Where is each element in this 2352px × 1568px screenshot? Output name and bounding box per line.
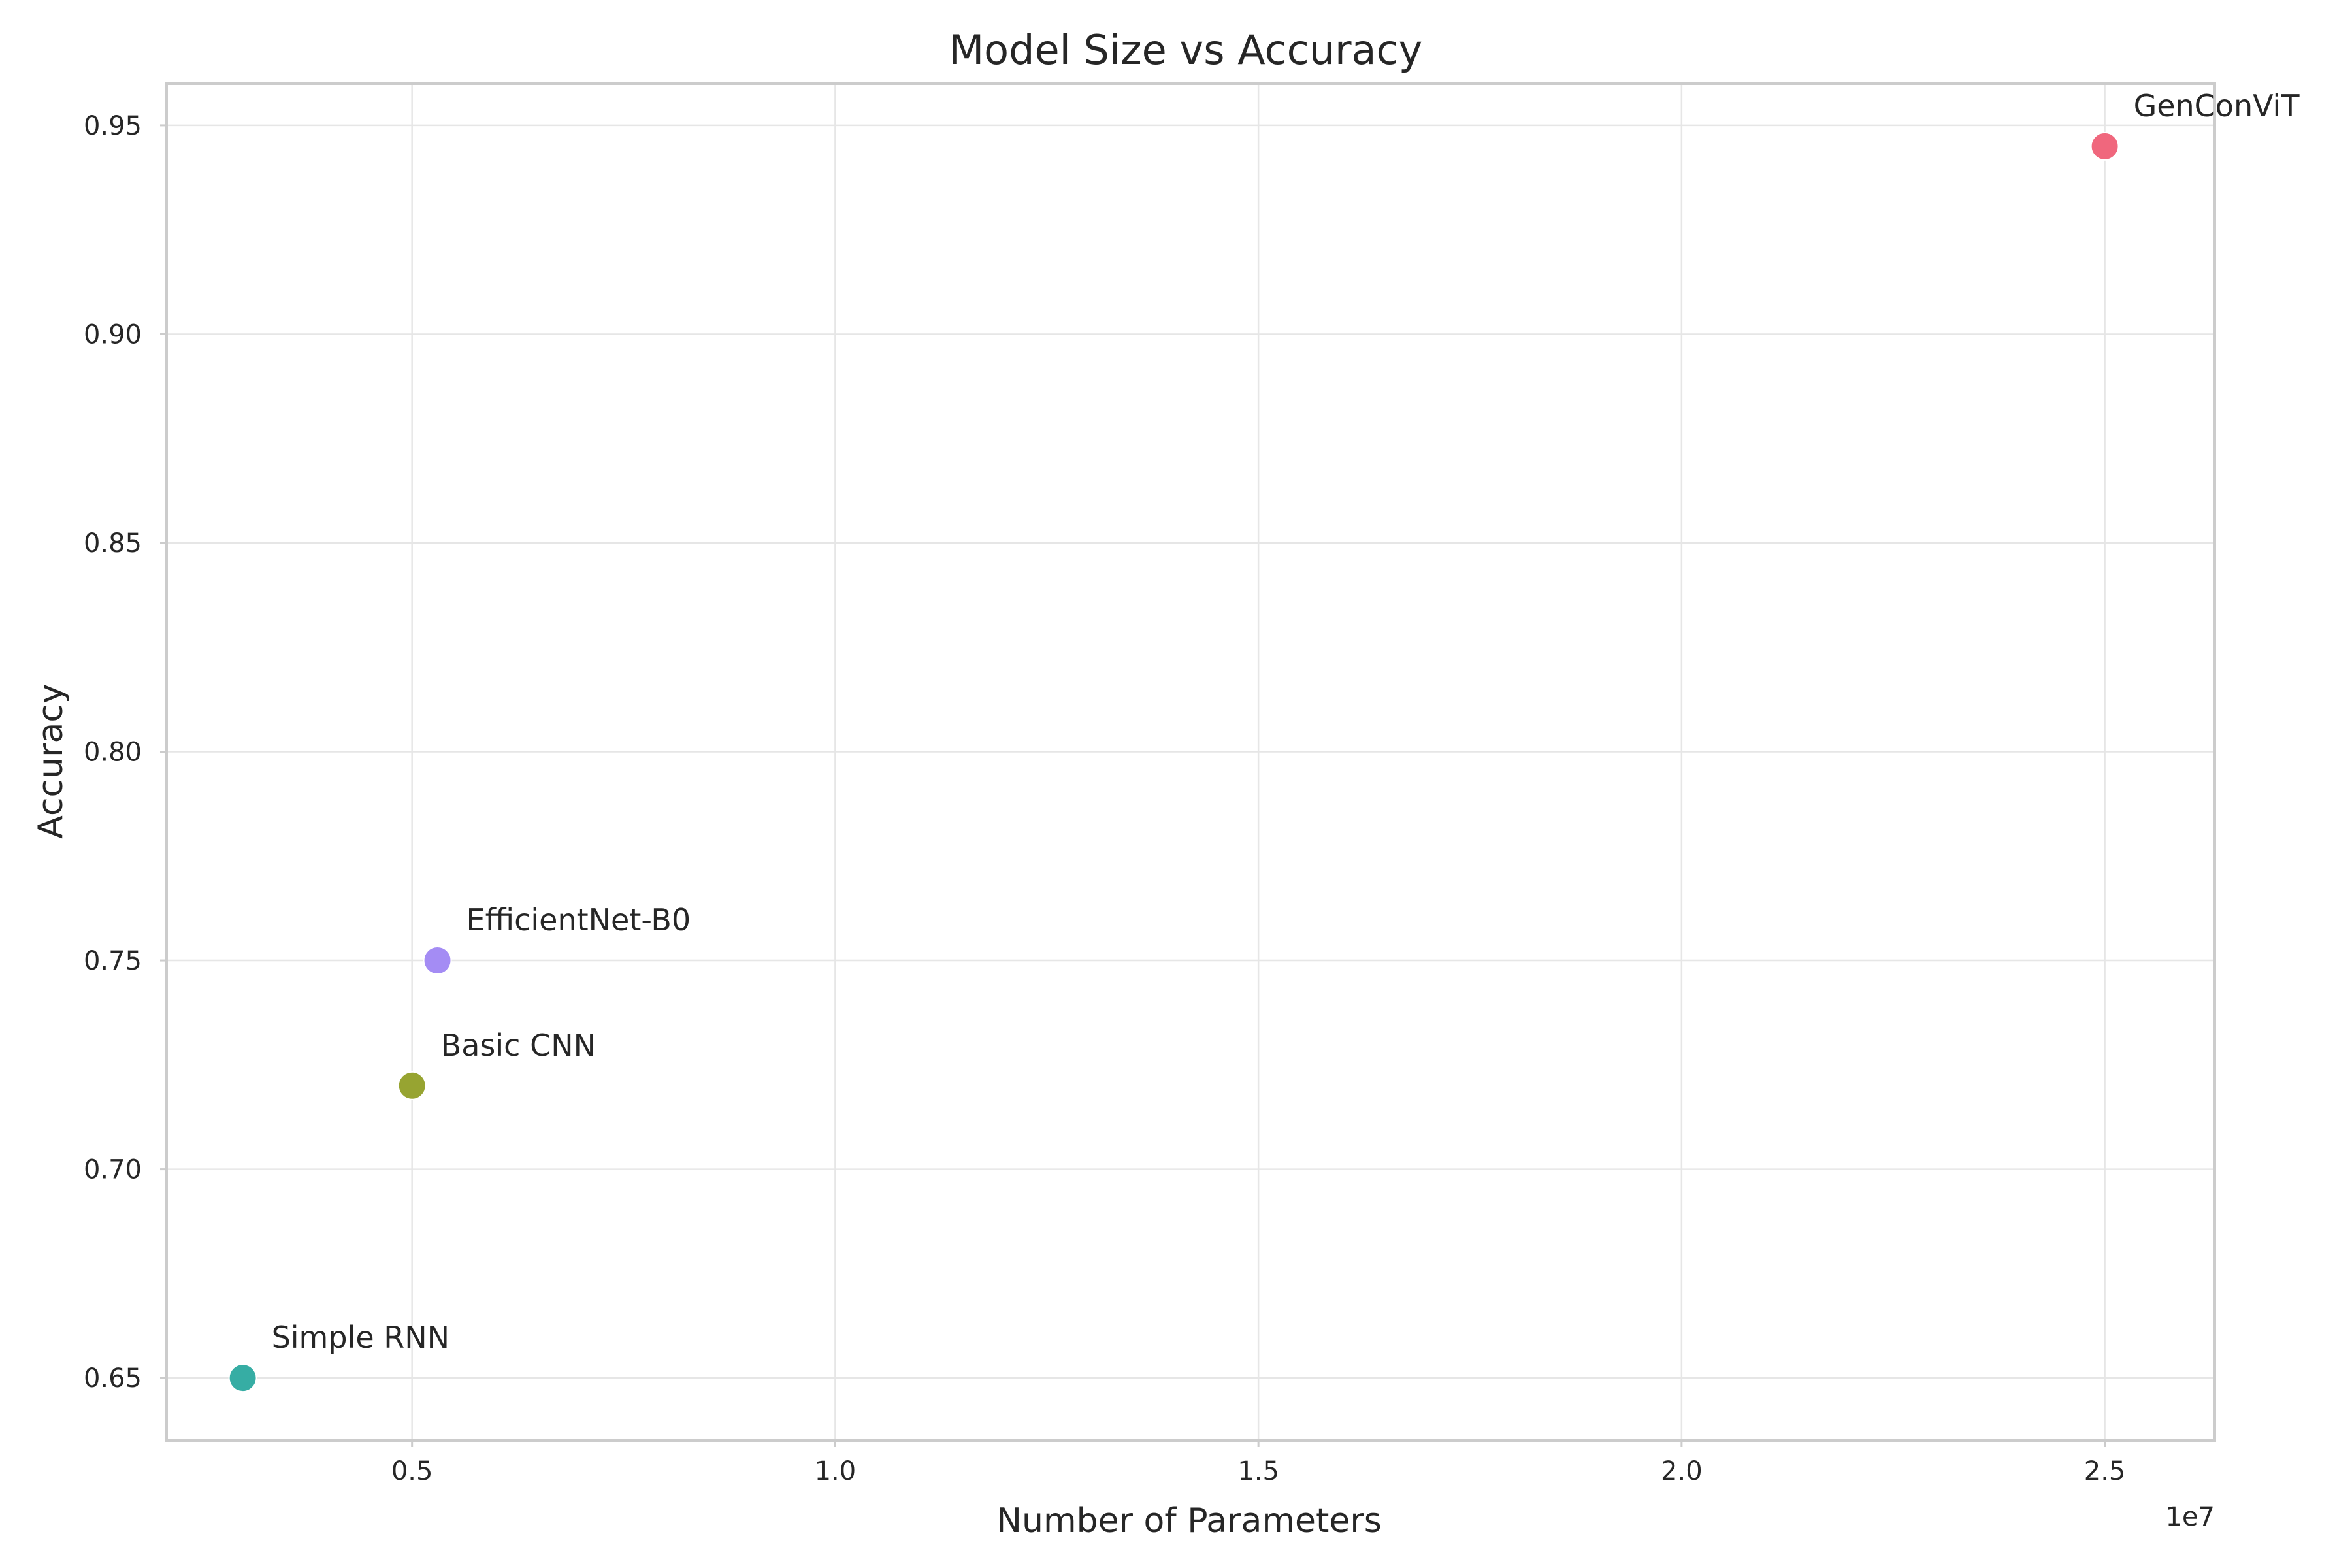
x-tick-label: 2.0 bbox=[1661, 1456, 1703, 1486]
y-tick-label: 0.65 bbox=[84, 1364, 142, 1394]
chart-title: Model Size vs Accuracy bbox=[949, 26, 1423, 74]
grid bbox=[167, 84, 2215, 1441]
plot-area-frame bbox=[165, 82, 2216, 1442]
x-tick-label: 1.0 bbox=[815, 1456, 857, 1486]
x-tick-label: 1.5 bbox=[1237, 1456, 1279, 1486]
x-axis-offset-text: 1e7 bbox=[2165, 1502, 2215, 1532]
data-point-marker bbox=[423, 946, 452, 975]
y-axis-label: Accuracy bbox=[31, 683, 71, 838]
y-tick-label: 0.90 bbox=[84, 319, 142, 350]
x-tick-label: 2.5 bbox=[2084, 1456, 2126, 1486]
data-point-label: Basic CNN bbox=[441, 1028, 596, 1063]
data-point-label: EfficientNet-B0 bbox=[466, 902, 691, 938]
data-point-marker bbox=[397, 1071, 427, 1100]
x-axis-label: Number of Parameters bbox=[996, 1501, 1382, 1541]
y-tick-label: 0.95 bbox=[84, 111, 142, 141]
y-tick-label: 0.70 bbox=[84, 1155, 142, 1185]
data-point-marker bbox=[228, 1364, 257, 1393]
axis-ticks: 0.5 1.0 1.5 2.0 2.5 0.65 0.70 0.75 0.80 0.85 0.90 0… bbox=[84, 111, 2125, 1486]
data-point-label: Simple RNN bbox=[272, 1320, 449, 1355]
y-tick-label: 0.75 bbox=[84, 946, 142, 976]
y-tick-label: 0.85 bbox=[84, 529, 142, 559]
x-tick-label: 0.5 bbox=[391, 1456, 433, 1486]
y-tick-label: 0.80 bbox=[84, 738, 142, 768]
data-point-marker bbox=[2090, 131, 2119, 161]
data-points: GenConViT EfficientNet-B0 Basic CNN Simple … bbox=[228, 88, 2300, 1393]
data-point-label: GenConViT bbox=[2134, 88, 2300, 123]
